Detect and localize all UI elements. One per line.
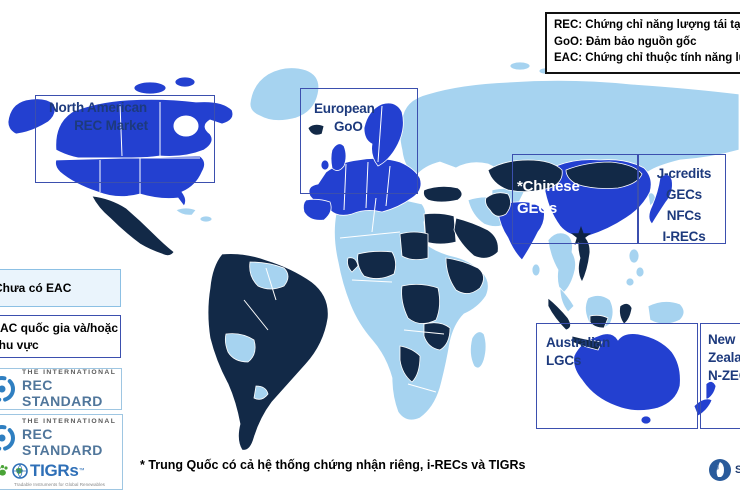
region-malay-peninsula <box>559 287 575 313</box>
country-ireland <box>320 159 330 171</box>
country-philippines-3 <box>625 277 635 287</box>
map-border-lines <box>58 102 445 393</box>
legend-no-eac: Chưa có EAC <box>0 269 121 307</box>
rec-standard-top-text: THE INTERNATIONAL <box>22 369 117 376</box>
country-ethiopia-somalia <box>445 257 484 294</box>
source-logo-text: SOU <box>735 464 740 476</box>
island-sumatra <box>547 297 571 331</box>
definition-eac: EAC: Chứng chỉ thuộc tính năng lượng <box>554 52 740 65</box>
china-region-box <box>512 154 638 244</box>
japan-region-box <box>638 154 726 244</box>
paw-icon <box>0 465 8 476</box>
japan-label: J-credits GECs NFCs I-RECs <box>656 166 712 244</box>
region-iberia <box>302 198 332 221</box>
tigrs-logo-text: TIGRs <box>30 460 79 480</box>
legend-rec-standard: THE INTERNATIONAL REC STANDARD <box>0 368 122 410</box>
tigrs-globe-icon <box>12 462 28 479</box>
tigrs-trademark: ™ <box>78 467 85 474</box>
country-australia <box>573 333 681 411</box>
island-borneo-south <box>589 314 609 329</box>
country-pakistan <box>485 192 511 217</box>
legend-no-eac-label: Chưa có EAC <box>0 280 72 295</box>
country-mongolia <box>565 161 643 189</box>
europe-label: European GoO <box>314 101 375 134</box>
legend-national-eac-line2: khu vực <box>0 337 39 352</box>
islands-svalbard <box>509 61 531 71</box>
continent-south-america <box>207 253 329 451</box>
region-mexico-central-america <box>91 195 175 256</box>
country-iceland <box>307 124 325 136</box>
country-cuba <box>175 207 197 216</box>
australia-label: Australian LGCs <box>546 335 611 368</box>
new-zealand-label: New Zealand N-ZECs <box>708 332 740 383</box>
country-philippines-1 <box>628 248 640 264</box>
legend-national-eac-line1: EAC quốc gia và/hoặc <box>0 321 119 336</box>
country-greenland <box>249 67 320 121</box>
country-usa <box>55 155 205 207</box>
country-thailand-myanmar <box>547 232 576 295</box>
country-vietnam <box>577 233 591 283</box>
islands-canadian-arctic <box>133 81 167 95</box>
country-hispaniola <box>199 215 213 223</box>
islands-canadian-arctic2 <box>174 76 196 88</box>
rec-standard-bottom-text: REC STANDARD <box>22 425 103 458</box>
rec-standard-top-text: THE INTERNATIONAL <box>22 417 117 425</box>
definition-goo: GoO: Đảm bảo nguồn gốc <box>554 35 697 48</box>
region-scandinavia <box>363 102 404 167</box>
source-logo: SOU <box>708 458 740 482</box>
country-bolivia-paraguay <box>224 333 256 363</box>
country-chad <box>399 231 429 260</box>
definitions-box: REC: Chứng chỉ năng lượng tái tạo GoO: Đ… <box>545 12 740 74</box>
rec-standard-bottom-text: REC STANDARD <box>22 377 103 409</box>
north-america-region-box <box>35 95 215 183</box>
country-uruguay <box>253 385 269 400</box>
rec-standard-icon <box>0 424 15 451</box>
country-uk <box>330 143 347 171</box>
country-turkey <box>423 186 463 203</box>
vietnam-star-icon <box>571 226 591 245</box>
country-drc <box>401 284 440 324</box>
north-america-label: North American REC Market <box>49 100 148 133</box>
new-zealand-region-box <box>700 323 740 429</box>
country-zambia-zimbabwe <box>423 322 451 351</box>
china-label: *Chinese GECs <box>517 178 580 217</box>
country-new-zealand-north <box>705 381 717 401</box>
legend-national-eac: EAC quốc gia và/hoặc khu vực <box>0 315 121 358</box>
country-philippines-2 <box>635 266 645 278</box>
tigrs-subtitle: Tradable Instruments for Global Renewabl… <box>14 481 105 487</box>
island-papua <box>647 301 685 325</box>
island-java <box>571 335 603 351</box>
china-footnote: * Trung Quốc có cả hệ thống chứng nhận r… <box>140 458 526 472</box>
country-japan <box>648 174 673 225</box>
country-egypt <box>423 212 457 245</box>
country-nigeria <box>357 250 396 279</box>
country-kazakhstan <box>487 159 563 192</box>
legend-rec-standard-tigrs: THE INTERNATIONAL REC STANDARD TIGRs ™ Tr… <box>0 414 123 490</box>
penguin-logo-icon <box>709 459 731 481</box>
island-sulawesi <box>619 303 633 325</box>
country-russia <box>399 80 740 177</box>
rec-standard-icon <box>0 376 15 402</box>
country-madagascar <box>470 331 487 369</box>
region-alaska <box>7 98 56 135</box>
country-india <box>497 201 545 261</box>
map-group-irec <box>91 124 643 451</box>
island-tasmania <box>640 415 652 425</box>
country-saudi-arabia <box>453 217 499 259</box>
country-sri-lanka <box>531 263 541 277</box>
europe-region-box <box>300 88 418 194</box>
country-ghana <box>347 257 359 273</box>
country-namibia <box>399 345 421 383</box>
definition-rec: REC: Chứng chỉ năng lượng tái tạo <box>554 19 740 31</box>
australia-region-box <box>536 323 698 429</box>
